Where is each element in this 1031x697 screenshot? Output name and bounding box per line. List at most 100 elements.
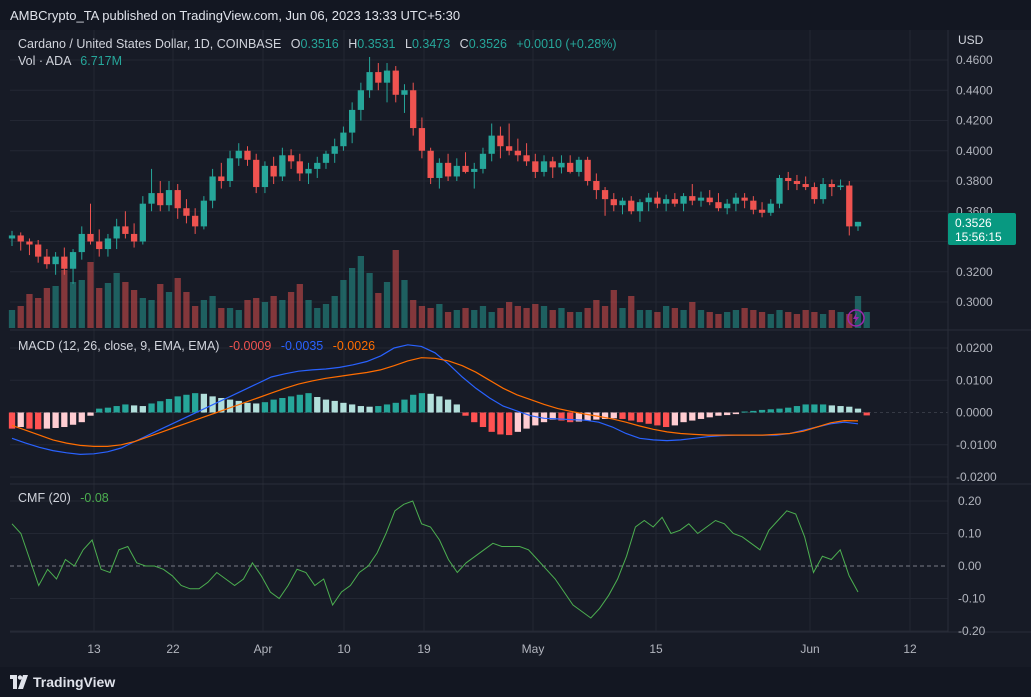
macd-legend[interactable]: MACD (12, 26, close, 9, EMA, EMA) -0.000…: [18, 339, 375, 353]
low-value: 0.3473: [412, 37, 450, 51]
symbol-title: Cardano / United States Dollar, 1D, COIN…: [18, 37, 281, 51]
candle-body: [174, 190, 181, 209]
macd-hist-bar: [17, 412, 24, 428]
candle-body: [279, 155, 286, 177]
volume-bar: [654, 312, 661, 328]
macd-hist-bar: [296, 394, 303, 413]
chart-svg[interactable]: USD 0.46000.44000.42000.40000.38000.3600…: [0, 30, 1031, 667]
candle-body: [261, 165, 269, 188]
macd-hist-bar: [96, 408, 103, 413]
volume-bar: [87, 262, 94, 328]
cmf-tick-label: -0.10: [958, 592, 986, 606]
candle-body: [218, 176, 225, 181]
candle-body: [87, 233, 94, 242]
volume-bar: [331, 296, 338, 328]
volume-bar: [802, 310, 809, 328]
candle-body: [619, 200, 626, 206]
macd-hist-bar: [26, 412, 33, 429]
candle-body: [192, 215, 199, 227]
macd-hist-bar: [758, 409, 766, 413]
chart-area[interactable]: USD 0.4600 0.4400 0.4200 0.4000 0.3800 0.3600…: [0, 30, 1031, 667]
candle-body: [226, 158, 234, 181]
macd-hist-bar: [549, 412, 556, 420]
macd-tick-label: -0.0200: [956, 470, 997, 484]
volume-bar: [96, 288, 103, 328]
candle-body: [628, 200, 635, 212]
candle-body: [793, 181, 801, 185]
volume-bar: [122, 282, 129, 328]
macd-hist-bar: [165, 398, 173, 413]
candle-body: [235, 150, 242, 159]
candle-body: [427, 150, 434, 178]
macd-hist-bar: [148, 403, 155, 413]
price-tick-label: 0.4400: [956, 83, 993, 97]
volume-bar: [305, 300, 312, 328]
macd-hist-bar: [567, 412, 574, 423]
volume-bar: [706, 312, 713, 328]
volume-bar: [26, 294, 33, 328]
cmf-axis-ticks: 0.20 0.10 0.00 -0.10 -0.20: [958, 494, 986, 638]
macd-hist-bar: [226, 399, 234, 413]
symbol-legend[interactable]: Cardano / United States Dollar, 1D, COIN…: [18, 37, 617, 68]
candle-body: [104, 238, 112, 250]
macd-hist-value: -0.0009: [229, 339, 271, 353]
macd-hist-bar: [732, 412, 740, 415]
volume-bar: [610, 290, 617, 328]
candle-body: [732, 197, 740, 204]
candle-body: [680, 196, 687, 204]
macd-hist-bar: [349, 404, 356, 413]
volume-bar: [724, 312, 731, 328]
candle-body: [593, 181, 600, 191]
event-flash-icon[interactable]: [847, 309, 865, 327]
candle-body: [610, 199, 617, 206]
candle-body: [837, 185, 844, 188]
macd-hist-bar: [270, 399, 277, 413]
volume-bar: [758, 312, 766, 328]
volume-bar: [43, 288, 51, 328]
macd-hist-bar: [183, 394, 190, 413]
cmf-legend[interactable]: CMF (20) -0.08: [18, 491, 109, 505]
macd-hist-bar: [479, 412, 487, 428]
volume-bar: [662, 306, 670, 328]
macd-tick-label: 0.0000: [956, 406, 993, 420]
cmf-label: CMF (20): [18, 491, 71, 505]
candle-body: [113, 226, 120, 239]
macd-hist-bar: [444, 399, 452, 413]
candle-body: [78, 233, 85, 253]
macd-hist-bar: [680, 412, 687, 423]
macd-tick-label: -0.0100: [956, 438, 997, 452]
volume-bar: [732, 310, 740, 328]
volume-bar: [287, 292, 295, 328]
volume-bar: [244, 300, 251, 328]
macd-hist-bar: [418, 393, 426, 413]
volume-bar: [52, 286, 59, 328]
macd-hist-bar: [104, 407, 112, 413]
volume-bar: [444, 312, 452, 328]
volume-bar: [863, 312, 870, 328]
candle-body: [383, 70, 391, 83]
macd-tick-label: 0.0200: [956, 341, 993, 355]
macd-hist-bar: [471, 412, 478, 423]
candle-body: [846, 185, 853, 227]
price-tick-label: 0.4200: [956, 114, 993, 128]
volume-bar: [462, 308, 469, 328]
volume-bar: [174, 278, 181, 328]
macd-hist-bar: [401, 399, 408, 413]
volume-bar: [645, 310, 652, 328]
candle-body: [462, 165, 469, 172]
volume-bar: [270, 296, 277, 328]
macd-hist-bar: [410, 394, 417, 413]
time-tick-label: 19: [417, 642, 431, 656]
volume-bar: [401, 280, 408, 328]
macd-hist-bar: [130, 405, 138, 413]
volume-bar: [671, 308, 678, 328]
volume-label: Vol · ADA: [18, 54, 72, 68]
volume-bar: [61, 270, 68, 328]
volume-bar: [636, 310, 644, 328]
price-grid: [10, 59, 948, 303]
candle-body: [567, 162, 574, 172]
candle-body: [706, 197, 713, 203]
macd-legend-line: MACD (12, 26, close, 9, EMA, EMA) -0.000…: [18, 339, 375, 353]
volume-bar: [793, 314, 801, 328]
cmf-tick-label: 0.10: [958, 527, 982, 541]
